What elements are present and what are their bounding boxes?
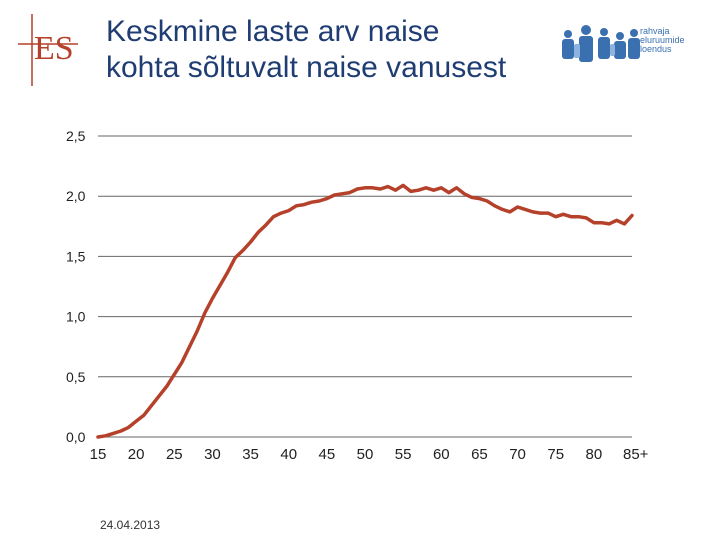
y-tick-label: 1,5 — [66, 248, 86, 264]
census-logo-line-1: rahvaja — [640, 26, 670, 36]
x-tick-label: 15 — [90, 446, 107, 463]
logo-text: ES — [34, 30, 74, 67]
x-tick-label: 40 — [280, 446, 297, 463]
y-tick-label: 2,5 — [66, 128, 86, 144]
census-logo-text: rahvaja eluruumide loendus — [640, 27, 685, 54]
slide-date: 24.04.2013 — [100, 518, 161, 532]
x-tick-label: 50 — [357, 446, 374, 463]
y-tick-label: 1,0 — [66, 309, 86, 325]
census-logo-line-2: eluruumide — [640, 35, 685, 45]
x-tick-label: 20 — [128, 446, 145, 463]
y-tick-label: 0,0 — [66, 429, 86, 445]
x-tick-label: 60 — [433, 446, 450, 463]
census-logo — [562, 25, 640, 62]
x-tick-label: 80 — [586, 446, 603, 463]
x-tick-label: 85+ — [623, 446, 649, 463]
x-tick-label: 25 — [166, 446, 183, 463]
x-tick-label: 65 — [471, 446, 488, 463]
x-tick-label: 35 — [242, 446, 259, 463]
x-tick-label: 45 — [319, 446, 336, 463]
census-logo-line-3: loendus — [640, 44, 672, 54]
title-line-2: kohta sõltuvalt naise vanusest — [106, 51, 507, 84]
y-tick-label: 0,5 — [66, 369, 86, 385]
x-tick-label: 55 — [395, 446, 412, 463]
line-chart: 0,0 0,5 1,0 1,5 2,0 2,5 15 20 25 30 35 40 45 50 55 60 65… — [66, 128, 649, 463]
es-logo: ES — [18, 14, 78, 86]
x-tick-label: 75 — [547, 446, 564, 463]
slide-title: Keskmine laste arv naise kohta sõltuvalt… — [106, 14, 576, 86]
x-tick-label: 30 — [204, 446, 221, 463]
title-line-1: Keskmine laste arv naise — [106, 15, 440, 48]
y-tick-label: 2,0 — [66, 188, 86, 204]
series-line — [96, 183, 634, 439]
x-tick-label: 70 — [509, 446, 526, 463]
